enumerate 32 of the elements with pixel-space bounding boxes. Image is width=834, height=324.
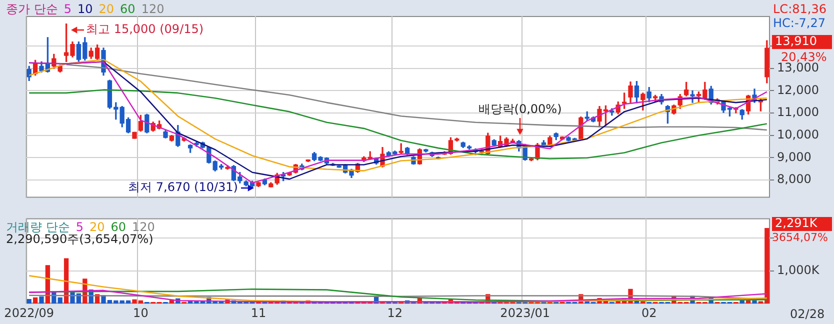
x-tick-label: 2023/01: [500, 306, 550, 320]
text: 60: [110, 220, 126, 234]
x-tick-label: 12: [387, 306, 403, 320]
text: 5: [64, 2, 72, 16]
y-tick-label: 8,000: [777, 172, 812, 186]
text: 02/28: [790, 307, 825, 322]
x-tick-label: 02: [641, 306, 657, 320]
text: LC:81,36: [773, 2, 826, 16]
text: 10: [77, 2, 93, 16]
legend-title: 종가 단순: [6, 2, 58, 16]
x-tick-label: 11: [250, 306, 266, 320]
y-tick-label: 11,000: [777, 105, 819, 120]
text: 120: [132, 220, 155, 234]
y-tick-label: 1,000K: [777, 262, 820, 277]
text: 60: [120, 2, 136, 16]
annotation: 최저 7,670 (10/31): [128, 180, 238, 194]
text: 3654,07%: [772, 230, 828, 244]
x-tick-label: 2022/09: [4, 306, 54, 320]
text: 13,910: [775, 34, 817, 48]
y-tick-label: 12,000: [777, 82, 819, 97]
y-tick-label: 9,000: [777, 150, 812, 164]
text: HC:-7,27: [773, 16, 826, 30]
annotation: 최고 15,000 (09/15): [86, 22, 204, 36]
text: 5: [76, 220, 84, 234]
y-tick-label: 10,000: [777, 127, 819, 142]
annotation: 2,290,590주(3,654,07%): [6, 232, 154, 246]
text: 20: [89, 220, 105, 234]
text: 20: [98, 2, 114, 16]
x-tick-label: 10: [133, 306, 148, 320]
text: 2,291K: [775, 216, 818, 230]
annotation: 배당락(0,00%): [478, 102, 562, 116]
text: 120: [141, 2, 164, 16]
